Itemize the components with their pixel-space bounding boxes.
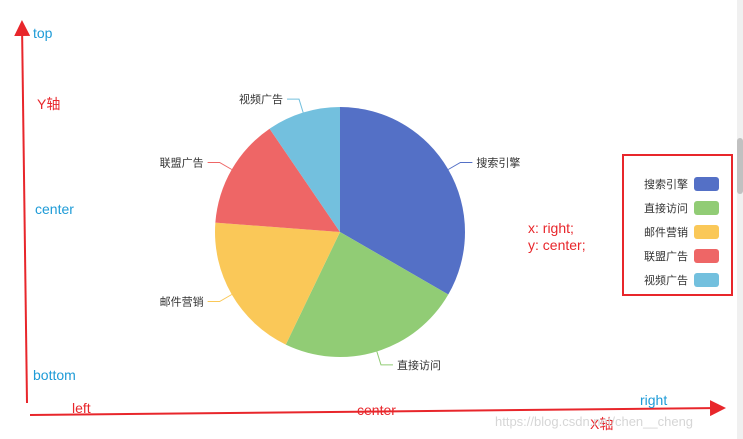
pie-label-line-1 (376, 351, 393, 366)
pie-slice-0[interactable] (340, 107, 465, 295)
annotation-x-axis: X轴 (590, 416, 614, 432)
pie-label-0: 搜索引擎 (476, 156, 520, 170)
pie-label-line-2 (207, 294, 232, 302)
pie-label-line-4 (287, 98, 304, 113)
legend-position-y: y: center; (528, 237, 586, 253)
pie-slice-1[interactable] (285, 232, 449, 357)
legend-item-direct[interactable]: 直接访问 (644, 201, 719, 215)
legend-swatch (694, 225, 719, 239)
legend-item-search[interactable]: 搜索引擎 (644, 177, 719, 191)
annotation-left: left (72, 400, 91, 416)
annotation-center-left: center (35, 201, 74, 217)
pie-label-4: 视频广告 (239, 92, 283, 106)
legend-swatch (694, 273, 719, 287)
pie-slice-4[interactable] (269, 107, 340, 232)
legend-item-union[interactable]: 联盟广告 (644, 249, 719, 263)
legend-label: 邮件营销 (644, 226, 688, 239)
legend-position-x: x: right; (528, 220, 574, 236)
legend-label: 视频广告 (644, 274, 688, 287)
pie-slice-3[interactable] (215, 128, 340, 232)
legend-swatch (694, 201, 719, 215)
legend-swatch (694, 249, 719, 263)
pie-label-line-0 (448, 162, 473, 170)
pie-label-3: 联盟广告 (160, 157, 204, 170)
scrollbar-track[interactable] (737, 0, 743, 439)
y-axis-arrow (14, 20, 31, 404)
legend: 搜索引擎 直接访问 邮件营销 联盟广告 视频广告 (622, 154, 733, 296)
annotation-top: top (33, 25, 53, 41)
pie-label-1: 直接访问 (397, 358, 441, 372)
annotation-right: right (640, 392, 668, 408)
annotation-y-axis: Y轴 (37, 96, 61, 112)
legend-item-email[interactable]: 邮件营销 (644, 225, 719, 239)
legend-item-video[interactable]: 视频广告 (644, 273, 719, 287)
watermark: https://blog.csdn.net/chen__cheng (495, 414, 694, 429)
pie-slice-2[interactable] (214, 222, 340, 345)
pie-label-line-3 (207, 162, 232, 170)
legend-label: 搜索引擎 (644, 178, 688, 191)
legend-label: 直接访问 (644, 202, 688, 215)
annotation-bottom: bottom (33, 367, 76, 383)
annotation-center-bottom: center (357, 402, 396, 418)
pie-label-2: 邮件营销 (160, 295, 204, 309)
scrollbar-thumb[interactable] (737, 138, 743, 194)
legend-swatch (694, 177, 719, 191)
legend-label: 联盟广告 (644, 250, 688, 263)
x-axis-arrow (29, 400, 726, 417)
legend-position-note: x: right; y: center; (528, 220, 586, 254)
